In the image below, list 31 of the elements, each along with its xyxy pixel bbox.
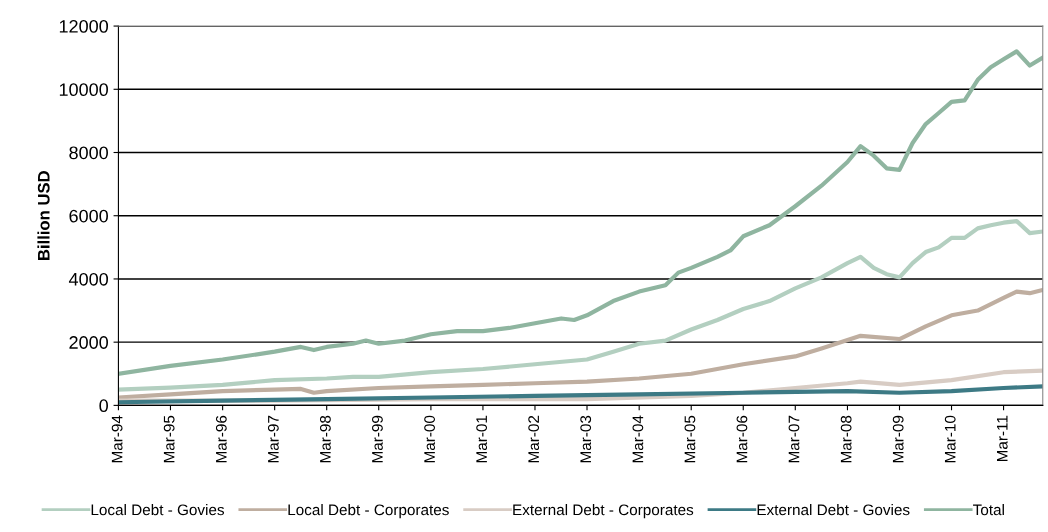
x-tick-label: Mar-10 <box>944 415 956 463</box>
x-tick-label: Mar-06 <box>736 415 748 463</box>
x-tick-label: Mar-95 <box>163 415 175 463</box>
x-tick-label: Mar-97 <box>267 415 279 463</box>
legend-label: Total <box>973 504 1004 516</box>
x-tick-label: Mar-07 <box>788 415 800 463</box>
x-tick-label: Mar-01 <box>476 415 488 463</box>
y-axis-title: Billion USD <box>37 171 50 260</box>
legend-label: Local Debt - Govies <box>91 504 225 516</box>
x-tick-label: Mar-00 <box>424 415 436 463</box>
y-tick-label: 4000 <box>68 272 108 286</box>
y-tick-label: 0 <box>99 399 108 413</box>
legend-label: External Debt - Govies <box>757 504 910 516</box>
legend-label: External Debt - Corporates <box>513 504 694 519</box>
x-tick-label: Mar-02 <box>528 415 540 463</box>
x-tick-label: Mar-05 <box>684 415 696 463</box>
y-tick-label: 2000 <box>69 336 108 349</box>
x-tick-label: Mar-08 <box>840 415 852 463</box>
x-tick-label: Mar-96 <box>215 415 227 463</box>
y-tick-label: 12000 <box>59 20 108 33</box>
x-tick-label: Mar-99 <box>372 415 383 463</box>
x-tick-label: Mar-11 <box>997 415 1008 462</box>
x-tick-label: Mar-03 <box>580 415 592 463</box>
x-tick-label: Mar-09 <box>892 415 904 463</box>
x-tick-label: Mar-94 <box>111 415 123 463</box>
x-tick-label: Mar-98 <box>319 415 331 463</box>
y-tick-label: 6000 <box>69 209 108 223</box>
y-tick-label: 8000 <box>69 146 108 160</box>
legend-label: Local Debt - Corporates <box>288 504 449 519</box>
x-tick-label: Mar-04 <box>632 415 644 463</box>
y-tick-label: 10000 <box>59 83 108 97</box>
